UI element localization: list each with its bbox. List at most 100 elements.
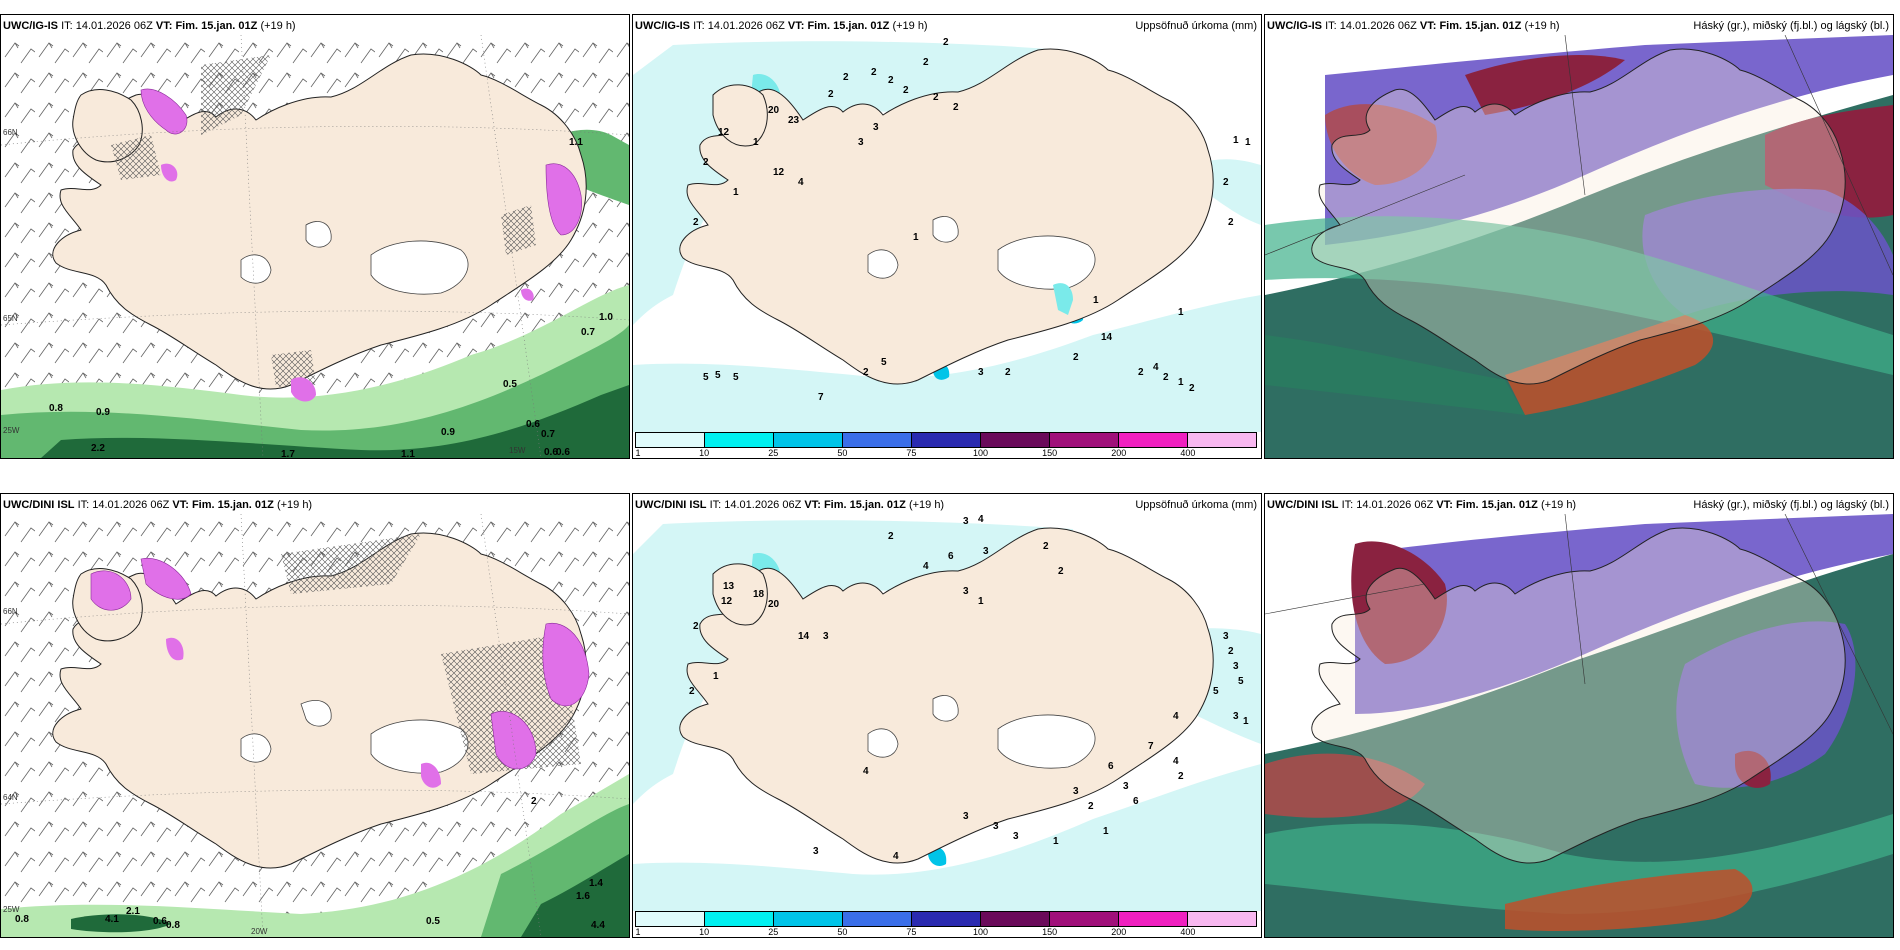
value-label: 0.5	[503, 379, 517, 390]
colorbar-swatch	[774, 912, 843, 926]
it-label: IT:	[709, 499, 722, 511]
value-label: 5	[1213, 686, 1219, 697]
field-title: Háský (gr.), miðský (fj.bl.) og lágský (…	[1693, 499, 1889, 511]
value-label: 4.4	[591, 920, 605, 931]
it-label: IT:	[77, 499, 90, 511]
colorbar-swatch	[636, 912, 705, 926]
model-label: UWC/DINI ISL	[3, 499, 75, 511]
map-area[interactable]	[1265, 35, 1893, 458]
colorbar-swatch	[636, 433, 705, 447]
precip-values: 2 3 4 3 6 4 2 2 3 1 13 12 18 20 14 3 2 1…	[689, 514, 1249, 862]
value-label: 2	[1073, 352, 1079, 363]
value-label: 3	[963, 586, 969, 597]
colorbar-label: 25	[768, 448, 779, 458]
lon-label: 25W	[3, 426, 20, 435]
value-label: 2	[703, 157, 709, 168]
field-title: Háský (gr.), miðský (fj.bl.) og lágský (…	[1693, 20, 1889, 32]
colorbar-swatch	[1119, 433, 1188, 447]
value-label: 14	[1101, 332, 1113, 343]
value-label: 2	[953, 102, 959, 113]
it-value: 14.01.2026 06Z	[1339, 20, 1417, 32]
panel-dini-precip: UWC/DINI ISL IT: 14.01.2026 06Z VT: Fim.…	[632, 493, 1262, 938]
panel-dini-wind: UWC/DINI ISL IT: 14.01.2026 06Z VT: Fim.…	[0, 493, 630, 938]
map-area[interactable]	[1265, 514, 1893, 937]
value-label: 2.2	[91, 443, 105, 454]
value-label: 2	[1043, 541, 1049, 552]
colorbar-swatch	[1188, 912, 1256, 926]
value-label: 4	[1173, 711, 1179, 722]
value-label: 3	[813, 846, 819, 857]
iceland-outline	[1311, 48, 1846, 385]
value-label: 6	[948, 551, 954, 562]
colorbar-label: 150	[1042, 927, 1058, 937]
value-label: 7	[1148, 741, 1154, 752]
value-label: 0.8	[166, 920, 180, 931]
value-label: 14	[798, 631, 810, 642]
vt-value: Fim. 15.jan. 01Z	[807, 20, 890, 32]
vt-label: VT:	[155, 20, 173, 32]
colorbar-label: 50	[837, 448, 848, 458]
value-label: 5	[881, 357, 887, 368]
value-label: 2	[1058, 566, 1064, 577]
value-label: 6	[1108, 761, 1114, 772]
value-label: 1	[733, 187, 739, 198]
value-label: 2	[693, 621, 699, 632]
value-label: 1.1	[401, 449, 415, 458]
colorbar-label: 25	[768, 927, 779, 937]
map-area[interactable]: 2 3 4 3 6 4 2 2 3 1 13 12 18 20 14 3 2 1…	[633, 514, 1261, 911]
value-label: 2	[1178, 771, 1184, 782]
vt-value: Fim. 15.jan. 01Z	[1455, 499, 1538, 511]
model-label: UWC/IG-IS	[3, 20, 58, 32]
value-label: 1	[1053, 836, 1059, 847]
vt-value: Fim. 15.jan. 01Z	[823, 499, 906, 511]
vt-value: Fim. 15.jan. 01Z	[191, 499, 274, 511]
lead-time: (+19 h)	[1524, 20, 1560, 32]
value-label: 1	[1103, 826, 1109, 837]
value-label: 4	[798, 177, 804, 188]
map-svg: 2 3 4 3 6 4 2 2 3 1 13 12 18 20 14 3 2 1…	[633, 514, 1261, 911]
value-label: 2	[888, 75, 894, 86]
map-area[interactable]: 66N 65N 25W 15W 0.8 0.9 2.2 1.7 1.1 0.9 …	[1, 35, 629, 458]
value-label: 1	[913, 232, 919, 243]
colorbar: 1 10 25 50 75 100 150 200 400	[633, 911, 1261, 937]
map-svg: 2 2 2 2 2 2 2 2 2 20 23 12 12 2 1 1 4 3 …	[633, 35, 1261, 432]
panel-ig-precip: UWC/IG-IS IT: 14.01.2026 06Z VT: Fim. 15…	[632, 14, 1262, 459]
value-label: 2	[531, 796, 537, 807]
colorbar-swatch	[705, 912, 774, 926]
it-label: IT:	[61, 20, 73, 32]
colorbar-swatch	[843, 433, 912, 447]
value-label: 3	[823, 631, 829, 642]
map-area[interactable]: 2 2 2 2 2 2 2 2 2 20 23 12 12 2 1 1 4 3 …	[633, 35, 1261, 432]
value-label: 13	[723, 581, 735, 592]
value-label: 3	[1233, 661, 1239, 672]
panel-ig-clouds: UWC/IG-IS IT: 14.01.2026 06Z VT: Fim. 15…	[1264, 14, 1894, 459]
colorbar-cells	[635, 432, 1257, 448]
value-label: 1	[1178, 307, 1184, 318]
map-area[interactable]: 66N 64N 25W 20W 0.8 4.1 2.1 0.6 0.8 0.5 …	[1, 514, 629, 937]
map-svg: 66N 64N 25W 20W 0.8 4.1 2.1 0.6 0.8 0.5 …	[1, 514, 629, 937]
map-svg: 66N 65N 25W 15W 0.8 0.9 2.2 1.7 1.1 0.9 …	[1, 35, 629, 458]
colorbar-label: 1	[635, 448, 641, 458]
value-label: 0.6	[556, 447, 570, 458]
value-label: 2	[1228, 646, 1234, 657]
colorbar-swatch	[912, 912, 981, 926]
colorbar-label: 100	[973, 448, 989, 458]
colorbar-label: 200	[1111, 448, 1127, 458]
colorbar-label: 10	[699, 448, 710, 458]
value-label: 1	[1233, 135, 1239, 146]
value-label: 7	[818, 392, 824, 403]
value-label: 3	[1073, 786, 1079, 797]
value-label: 1.7	[281, 449, 295, 458]
value-label: 3	[978, 367, 984, 378]
vt-value: Fim. 15.jan. 01Z	[175, 20, 258, 32]
value-label: 2	[843, 72, 849, 83]
lon-label: 20W	[251, 927, 268, 936]
lat-label: 64N	[3, 793, 18, 802]
lead-time: (+19 h)	[892, 20, 928, 32]
model-label: UWC/IG-IS	[635, 20, 690, 32]
field-title: Uppsöfnuð úrkoma (mm)	[1135, 20, 1257, 32]
value-label: 1.1	[569, 137, 583, 148]
it-value: 14.01.2026 06Z	[92, 499, 170, 511]
model-label: UWC/DINI ISL	[1267, 499, 1339, 511]
model-label: UWC/IG-IS	[1267, 20, 1322, 32]
